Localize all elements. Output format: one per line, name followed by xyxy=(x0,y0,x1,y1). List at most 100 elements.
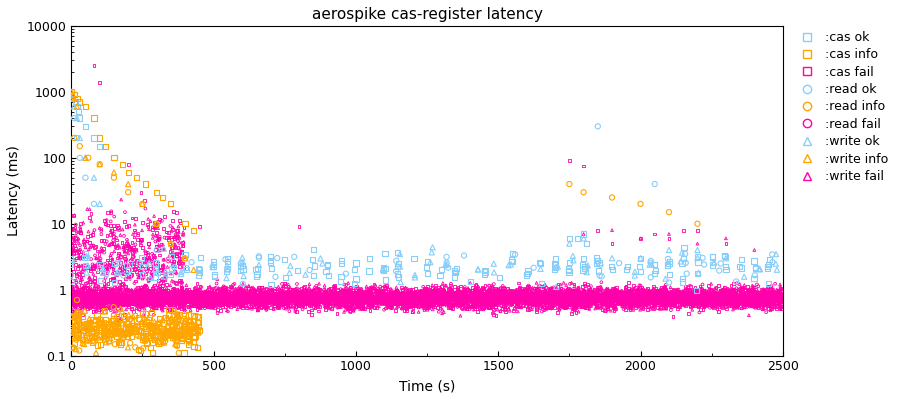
:cas fail xyxy=(121,293,135,300)
:cas fail xyxy=(667,295,681,301)
:cas fail xyxy=(583,294,598,300)
:cas fail xyxy=(151,270,166,277)
Legend: :cas ok, :cas info, :cas fail, :read ok, :read info, :read fail, :write ok, :wri: :cas ok, :cas info, :cas fail, :read ok,… xyxy=(790,26,893,188)
:cas info xyxy=(175,337,189,343)
:cas fail xyxy=(434,291,448,297)
:cas fail xyxy=(332,291,347,298)
:cas fail xyxy=(104,256,119,262)
:cas fail xyxy=(615,295,629,302)
:read fail xyxy=(335,298,349,304)
:cas fail xyxy=(525,298,539,305)
:cas fail xyxy=(166,297,180,304)
:write fail xyxy=(435,296,449,302)
:cas fail xyxy=(252,296,266,303)
:cas fail xyxy=(678,287,692,293)
:cas fail xyxy=(315,296,329,303)
:write fail xyxy=(175,299,189,305)
:cas fail xyxy=(518,297,533,304)
:write ok xyxy=(737,274,751,280)
:write fail xyxy=(500,293,514,299)
:cas fail xyxy=(552,294,566,300)
:read fail xyxy=(525,296,539,303)
:cas fail xyxy=(320,293,334,300)
:read info xyxy=(169,327,184,334)
:read fail xyxy=(655,302,670,308)
:read fail xyxy=(137,274,151,280)
:read fail xyxy=(160,298,175,304)
:cas fail xyxy=(220,298,234,304)
:cas info xyxy=(127,323,141,329)
:read fail xyxy=(768,293,782,300)
:cas ok xyxy=(534,281,548,287)
:read fail xyxy=(702,292,716,298)
:write fail xyxy=(189,286,203,292)
:write fail xyxy=(412,292,427,298)
:cas fail xyxy=(158,291,172,297)
:cas ok xyxy=(591,259,606,265)
:cas fail xyxy=(276,290,291,296)
:read fail xyxy=(320,296,334,302)
:read fail xyxy=(591,301,606,307)
:read fail xyxy=(463,294,477,301)
:read fail xyxy=(97,278,112,284)
:cas fail xyxy=(585,296,599,303)
:write fail xyxy=(370,290,384,297)
:write fail xyxy=(539,298,554,304)
:write fail xyxy=(521,292,535,298)
:write fail xyxy=(79,296,94,303)
:cas ok xyxy=(633,263,647,270)
:read fail xyxy=(472,292,486,298)
:write fail xyxy=(677,302,691,308)
:cas fail xyxy=(551,297,565,303)
:read fail xyxy=(689,297,704,303)
:read info xyxy=(65,345,79,351)
:write fail xyxy=(699,292,714,298)
:write info xyxy=(125,325,140,331)
:cas fail xyxy=(67,300,81,306)
:read fail xyxy=(112,288,126,294)
:cas fail xyxy=(68,262,83,268)
:write fail xyxy=(156,241,170,248)
:write fail xyxy=(560,285,574,292)
:cas fail xyxy=(520,292,535,299)
:cas fail xyxy=(162,302,176,309)
:cas fail xyxy=(298,293,312,299)
:read fail xyxy=(554,286,569,292)
:write fail xyxy=(770,286,784,293)
:write fail xyxy=(290,292,304,299)
:cas fail xyxy=(76,295,91,302)
:write fail xyxy=(167,300,182,306)
:read fail xyxy=(293,292,308,298)
:cas fail xyxy=(299,292,313,299)
:read fail xyxy=(111,293,125,300)
:write fail xyxy=(81,299,95,306)
:write fail xyxy=(684,301,698,307)
:cas fail xyxy=(482,290,497,296)
:cas fail xyxy=(615,289,629,296)
:write ok xyxy=(691,270,706,276)
:cas fail xyxy=(482,290,497,297)
:read fail xyxy=(199,299,213,306)
:read fail xyxy=(80,302,94,308)
:write fail xyxy=(752,297,767,304)
:read fail xyxy=(546,293,561,299)
:write ok xyxy=(487,269,501,276)
:write fail xyxy=(396,293,410,299)
:cas fail xyxy=(80,292,94,299)
:write fail xyxy=(140,290,154,296)
:cas fail xyxy=(557,304,572,311)
:cas fail xyxy=(256,299,271,305)
:write fail xyxy=(587,299,601,305)
:read fail xyxy=(318,292,332,298)
:cas fail xyxy=(581,295,596,301)
:write fail xyxy=(595,291,609,298)
:cas fail xyxy=(200,294,214,300)
:cas ok xyxy=(278,274,293,280)
:write fail xyxy=(695,295,709,302)
:write fail xyxy=(151,292,166,298)
:cas fail xyxy=(498,297,512,304)
:write fail xyxy=(156,304,170,311)
:cas ok xyxy=(334,260,348,267)
:write fail xyxy=(634,302,648,308)
:write fail xyxy=(276,289,291,295)
